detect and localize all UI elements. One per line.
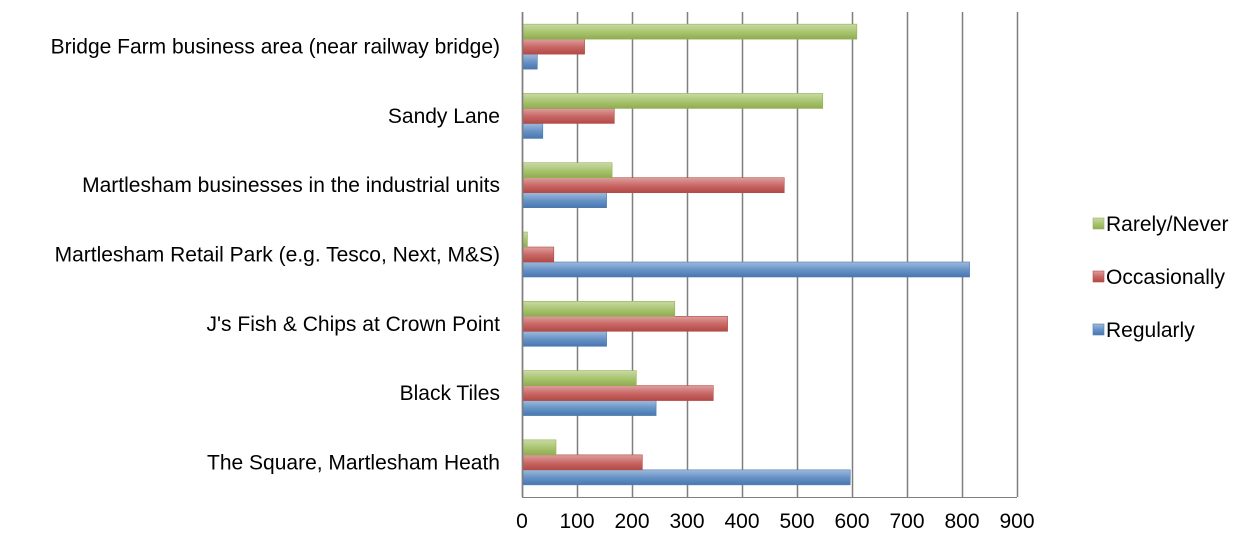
bar-rarely-never-sandy-lane bbox=[522, 93, 824, 109]
axes bbox=[521, 12, 1017, 498]
legend-label-occasionally: Occasionally bbox=[1106, 266, 1226, 289]
category-labels: The Square, Martlesham Heath Black Tiles J… bbox=[51, 36, 501, 475]
bar-regularly-martlesham-businesses-in-the-industrial-units bbox=[522, 192, 607, 209]
bar-occasionally-the-square-martlesham-heath bbox=[522, 454, 643, 471]
x-tick-label-100: 100 bbox=[559, 510, 594, 533]
legend-swatch-rarely-never bbox=[1092, 217, 1105, 230]
bar-regularly-sandy-lane bbox=[522, 123, 544, 139]
x-tick-label-900: 900 bbox=[999, 510, 1034, 533]
legend-label-regularly: Regularly bbox=[1106, 319, 1195, 342]
x-tick-label-300: 300 bbox=[669, 510, 704, 533]
bar-occasionally-sandy-lane bbox=[522, 108, 615, 124]
x-tick-label-800: 800 bbox=[944, 510, 979, 533]
category-label-martlesham-retail-park-e-g-tesco-next-m-s: Martlesham Retail Park (e.g. Tesco, Next… bbox=[55, 244, 500, 267]
category-label-the-square-martlesham-heath: The Square, Martlesham Heath bbox=[207, 451, 500, 474]
bar-regularly-black-tiles bbox=[522, 400, 657, 416]
legend-label-rarely-never: Rarely/Never bbox=[1106, 213, 1229, 236]
bar-occasionally-j-s-fish-chips-at-crown-point bbox=[522, 315, 728, 332]
legend-swatch-regularly bbox=[1092, 323, 1105, 336]
bar-rarely-never-martlesham-businesses-in-the-industrial-units bbox=[522, 162, 613, 179]
x-tick-label-400: 400 bbox=[724, 510, 759, 533]
legend-swatch-occasionally bbox=[1092, 270, 1105, 283]
bar-regularly-j-s-fish-chips-at-crown-point bbox=[522, 330, 607, 347]
bar-regularly-bridge-farm-business-area-near-railway-bridge bbox=[522, 53, 538, 70]
gridlines bbox=[521, 12, 1019, 497]
legend: Rarely/Never Occasionally Regularly bbox=[1092, 213, 1229, 342]
bar-occasionally-martlesham-retail-park-e-g-tesco-next-m-s bbox=[522, 246, 555, 263]
bar-rarely-never-black-tiles bbox=[522, 370, 637, 386]
category-label-martlesham-businesses-in-the-industrial-units: Martlesham businesses in the industrial … bbox=[82, 174, 500, 197]
x-tick-label-700: 700 bbox=[889, 510, 924, 533]
bar-regularly-martlesham-retail-park-e-g-tesco-next-m-s bbox=[522, 261, 970, 278]
bar-rarely-never-bridge-farm-business-area-near-railway-bridge bbox=[522, 23, 858, 40]
bar-rarely-never-the-square-martlesham-heath bbox=[522, 439, 557, 456]
bar-regularly-the-square-martlesham-heath bbox=[522, 469, 851, 486]
bar-occasionally-martlesham-businesses-in-the-industrial-units bbox=[522, 177, 785, 194]
category-label-black-tiles: Black Tiles bbox=[400, 382, 500, 405]
bar-rarely-never-martlesham-retail-park-e-g-tesco-next-m-s bbox=[522, 231, 528, 248]
bar-rarely-never-j-s-fish-chips-at-crown-point bbox=[522, 300, 676, 317]
category-label-bridge-farm-business-area-near-railway-bridge: Bridge Farm business area (near railway … bbox=[51, 36, 500, 59]
x-tick-label-200: 200 bbox=[614, 510, 649, 533]
x-tick-labels: 0 100 200 300 400 500 600 700 800 900 bbox=[516, 510, 1034, 533]
bar-occasionally-black-tiles bbox=[522, 385, 714, 401]
x-tick-label-0: 0 bbox=[516, 510, 528, 533]
bars bbox=[522, 23, 970, 486]
category-label-j-s-fish-chips-at-crown-point: J's Fish & Chips at Crown Point bbox=[207, 313, 501, 336]
x-tick-label-500: 500 bbox=[779, 510, 814, 533]
category-label-sandy-lane: Sandy Lane bbox=[388, 105, 500, 128]
bar-occasionally-bridge-farm-business-area-near-railway-bridge bbox=[522, 38, 585, 55]
x-tick-label-600: 600 bbox=[834, 510, 869, 533]
